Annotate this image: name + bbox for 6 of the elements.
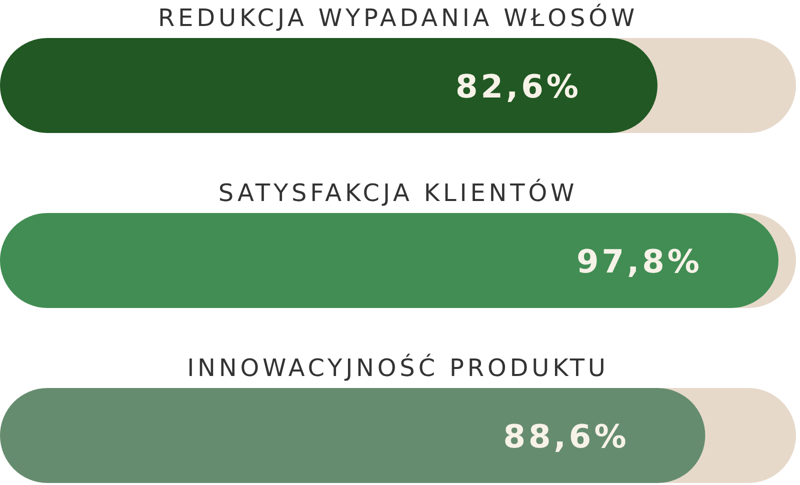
data-label: 97,8% (576, 242, 702, 280)
y-tick-label: SATYSFAKCJA KLIENTÓW (218, 178, 578, 207)
data-label: 88,6% (503, 418, 630, 456)
y-tick-label: INNOWACYJNOŚĆ PRODUKTU (187, 353, 609, 382)
y-tick-label: REDUKCJA WYPADANIA WŁOSÓW (158, 3, 638, 32)
data-label: 82,6% (455, 68, 582, 106)
